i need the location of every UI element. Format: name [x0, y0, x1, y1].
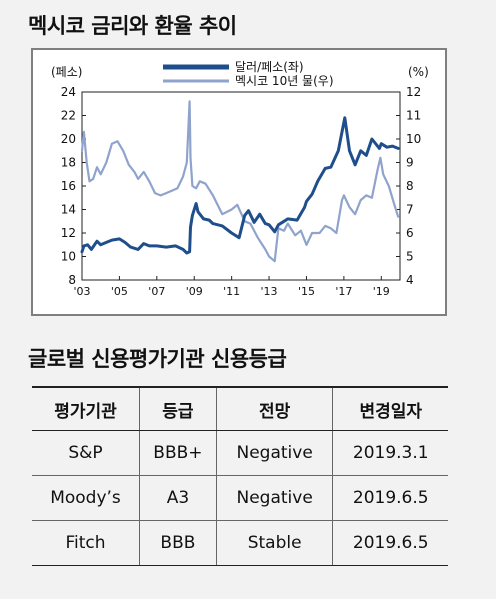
right-tick-label: 8	[406, 179, 414, 193]
right-tick-label: 7	[406, 203, 414, 217]
legend-label: 멕시코 10년 물(우)	[235, 74, 334, 88]
outlook-cell: Negative	[215, 430, 333, 476]
legend-label: 달러/페소(좌)	[235, 60, 304, 74]
table-title: 글로벌 신용평가기관 신용등급	[28, 347, 287, 371]
right-tick-label: 6	[406, 226, 414, 240]
table-row: S&P BBB+ Negative 2019.3.1	[32, 430, 448, 476]
left-tick-label: 14	[61, 203, 76, 217]
x-tick-label: '09	[186, 285, 203, 298]
right-tick-label: 12	[406, 85, 421, 99]
line-chart: (페소) (%) 달러/페소(좌)멕시코 10년 물(우) 8 10 12 14 16 1…	[51, 60, 429, 298]
series-line-peso	[80, 116, 400, 255]
left-axis-unit: (페소)	[51, 65, 82, 79]
x-tick-label: '03	[73, 285, 90, 298]
date-cell: 2019.6.5	[332, 520, 448, 566]
header-agency: 평가기관	[32, 386, 140, 431]
date-cell: 2019.6.5	[332, 475, 448, 521]
x-tick-label: '07	[148, 285, 165, 298]
x-tick-label: '05	[111, 285, 128, 298]
header-outlook: 전망	[215, 386, 333, 431]
header-date: 변경일자	[332, 386, 448, 431]
right-axis-unit: (%)	[408, 65, 429, 79]
header-rating: 등급	[139, 386, 217, 431]
plot-frame	[81, 91, 401, 281]
left-tick-label: 22	[61, 109, 76, 123]
agency-cell: S&P	[32, 430, 140, 476]
rating-cell: BBB+	[139, 430, 217, 476]
outlook-cell: Negative	[215, 475, 333, 521]
credit-ratings-table: 평가기관 등급 전망 변경일자 S&P BBB+ Negative 2019.3…	[32, 386, 448, 566]
agency-cell: Moody’s	[32, 475, 140, 521]
right-tick-label: 9	[406, 156, 414, 170]
table-row: Moody’s A3 Negative 2019.6.5	[32, 475, 448, 521]
series-line-yield	[80, 100, 400, 263]
table-header-row: 평가기관 등급 전망 변경일자	[32, 386, 448, 431]
table-row: Fitch BBB Stable 2019.6.5	[32, 520, 448, 566]
right-tick-label: 4	[406, 273, 414, 287]
x-tick-label: '11	[223, 285, 240, 298]
chart-plot-area	[80, 100, 400, 263]
chart-panel: (페소) (%) 달러/페소(좌) 멕시코 10년 물(우) 8 10 12 14 16 1…	[31, 48, 447, 316]
right-tick-label: 10	[406, 132, 421, 146]
x-tick-label: '13	[261, 285, 278, 298]
x-tick-label: '19	[373, 285, 390, 298]
date-cell: 2019.3.1	[332, 430, 448, 476]
chart-legend: 달러/페소(좌)멕시코 10년 물(우)	[163, 60, 334, 88]
left-tick-label: 12	[61, 226, 76, 240]
right-tick-label: 5	[406, 250, 414, 264]
x-tick-label: '17	[335, 285, 352, 298]
left-tick-label: 16	[61, 179, 76, 193]
outlook-cell: Stable	[215, 520, 333, 566]
left-tick-label: 10	[61, 250, 76, 264]
right-tick-label: 11	[406, 109, 421, 123]
left-tick-label: 24	[61, 85, 76, 99]
chart-axes: 8 10 12 14 16 18 20 22 24 4 5 6 7 8 9 10 11 12 '03 '05 '07 '0…	[61, 85, 422, 298]
left-tick-label: 18	[61, 156, 76, 170]
left-tick-label: 8	[68, 273, 76, 287]
agency-cell: Fitch	[32, 520, 140, 566]
x-tick-label: '15	[298, 285, 315, 298]
chart-title: 멕시코 금리와 환율 추이	[28, 14, 237, 38]
rating-cell: BBB	[139, 520, 217, 566]
left-tick-label: 20	[61, 132, 76, 146]
rating-cell: A3	[139, 475, 217, 521]
